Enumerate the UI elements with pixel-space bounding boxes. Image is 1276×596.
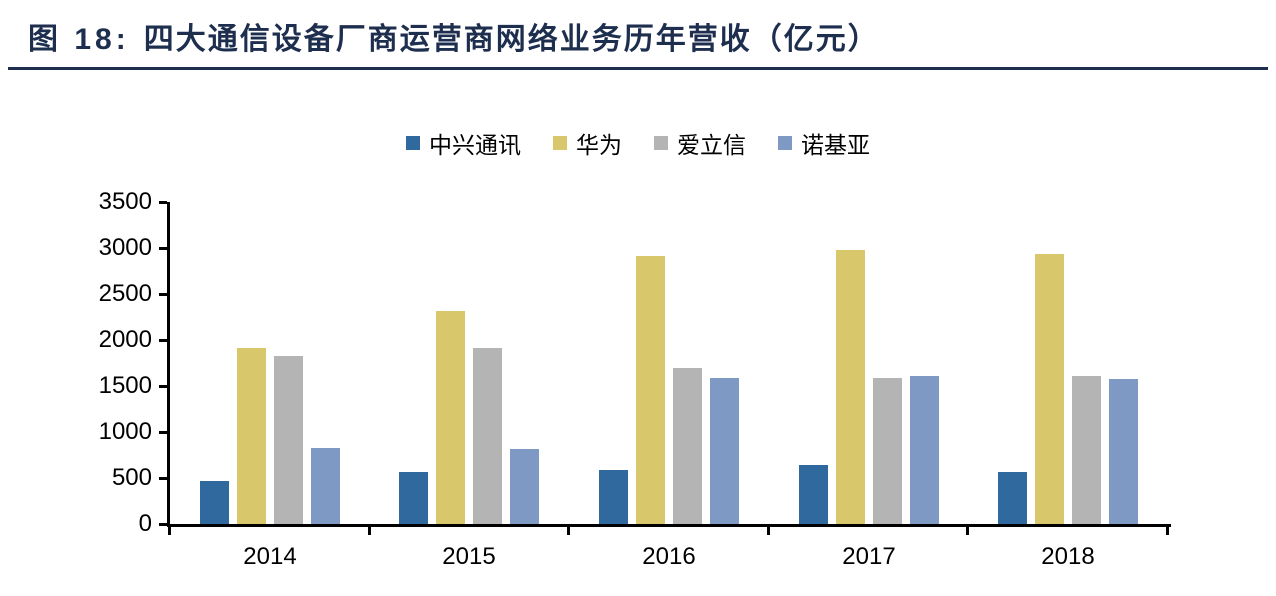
y-tick-label: 1500 bbox=[98, 372, 152, 399]
x-axis-tick bbox=[766, 527, 770, 535]
y-tick-label: 3500 bbox=[98, 188, 152, 215]
bar bbox=[799, 465, 828, 524]
y-tick-label: 0 bbox=[138, 510, 152, 537]
legend-swatch bbox=[553, 136, 567, 150]
bar bbox=[910, 376, 939, 524]
bar bbox=[710, 378, 739, 524]
y-axis-tick bbox=[159, 201, 167, 204]
y-axis-tick bbox=[159, 477, 167, 480]
y-axis-line bbox=[167, 202, 170, 527]
figure-header: 图 18: 四大通信设备厂商运营商网络业务历年营收（亿元） bbox=[28, 14, 880, 58]
legend-item: 诺基亚 bbox=[778, 126, 870, 160]
y-axis-tick bbox=[159, 385, 167, 388]
bar bbox=[873, 378, 902, 524]
bar bbox=[200, 481, 229, 524]
x-axis-tick bbox=[1166, 527, 1169, 535]
y-tick-label: 3000 bbox=[98, 234, 152, 261]
y-axis-tick bbox=[159, 247, 167, 250]
legend-swatch bbox=[406, 136, 420, 150]
bar bbox=[436, 311, 465, 524]
legend-item: 华为 bbox=[553, 126, 622, 160]
x-tick-label: 2014 bbox=[243, 543, 297, 570]
figure-title: 四大通信设备厂商运营商网络业务历年营收（亿元） bbox=[143, 23, 880, 56]
bar bbox=[311, 448, 340, 524]
bar bbox=[1109, 379, 1138, 524]
bar bbox=[473, 348, 502, 524]
x-tick-label: 2015 bbox=[442, 543, 496, 570]
x-axis-tick bbox=[367, 527, 371, 535]
bar bbox=[636, 256, 665, 524]
legend: 中兴通讯 华为 爱立信 诺基亚 bbox=[0, 126, 1276, 160]
y-axis-tick bbox=[159, 339, 167, 342]
bar bbox=[1035, 254, 1064, 524]
x-axis-tick bbox=[567, 527, 571, 535]
y-tick-label: 1000 bbox=[98, 418, 152, 445]
figure-label: 图 18: bbox=[28, 23, 130, 56]
bar bbox=[673, 368, 702, 524]
y-axis-tick bbox=[159, 293, 167, 296]
legend-swatch bbox=[778, 136, 792, 150]
x-axis-tick bbox=[168, 527, 171, 535]
bar bbox=[998, 472, 1027, 524]
bar bbox=[274, 356, 303, 524]
x-tick-label: 2016 bbox=[642, 543, 696, 570]
legend-item: 中兴通讯 bbox=[406, 126, 521, 160]
x-axis-line bbox=[167, 524, 1171, 527]
legend-label: 华为 bbox=[576, 133, 622, 158]
y-axis-tick bbox=[159, 523, 167, 526]
legend-swatch bbox=[654, 136, 668, 150]
x-tick-label: 2017 bbox=[842, 543, 896, 570]
bar bbox=[237, 348, 266, 524]
x-axis-tick bbox=[966, 527, 970, 535]
x-tick-label: 2018 bbox=[1041, 543, 1095, 570]
bar bbox=[399, 472, 428, 524]
y-tick-label: 2500 bbox=[98, 280, 152, 307]
y-tick-label: 2000 bbox=[98, 326, 152, 353]
legend-label: 爱立信 bbox=[677, 133, 746, 158]
y-axis-tick bbox=[159, 431, 167, 434]
y-tick-label: 500 bbox=[111, 464, 152, 491]
legend-label: 中兴通讯 bbox=[429, 133, 521, 158]
bar bbox=[836, 250, 865, 524]
title-divider bbox=[8, 67, 1268, 70]
legend-item: 爱立信 bbox=[654, 126, 746, 160]
legend-label: 诺基亚 bbox=[801, 133, 870, 158]
bar bbox=[510, 449, 539, 524]
bar bbox=[1072, 376, 1101, 524]
bar bbox=[599, 470, 628, 524]
